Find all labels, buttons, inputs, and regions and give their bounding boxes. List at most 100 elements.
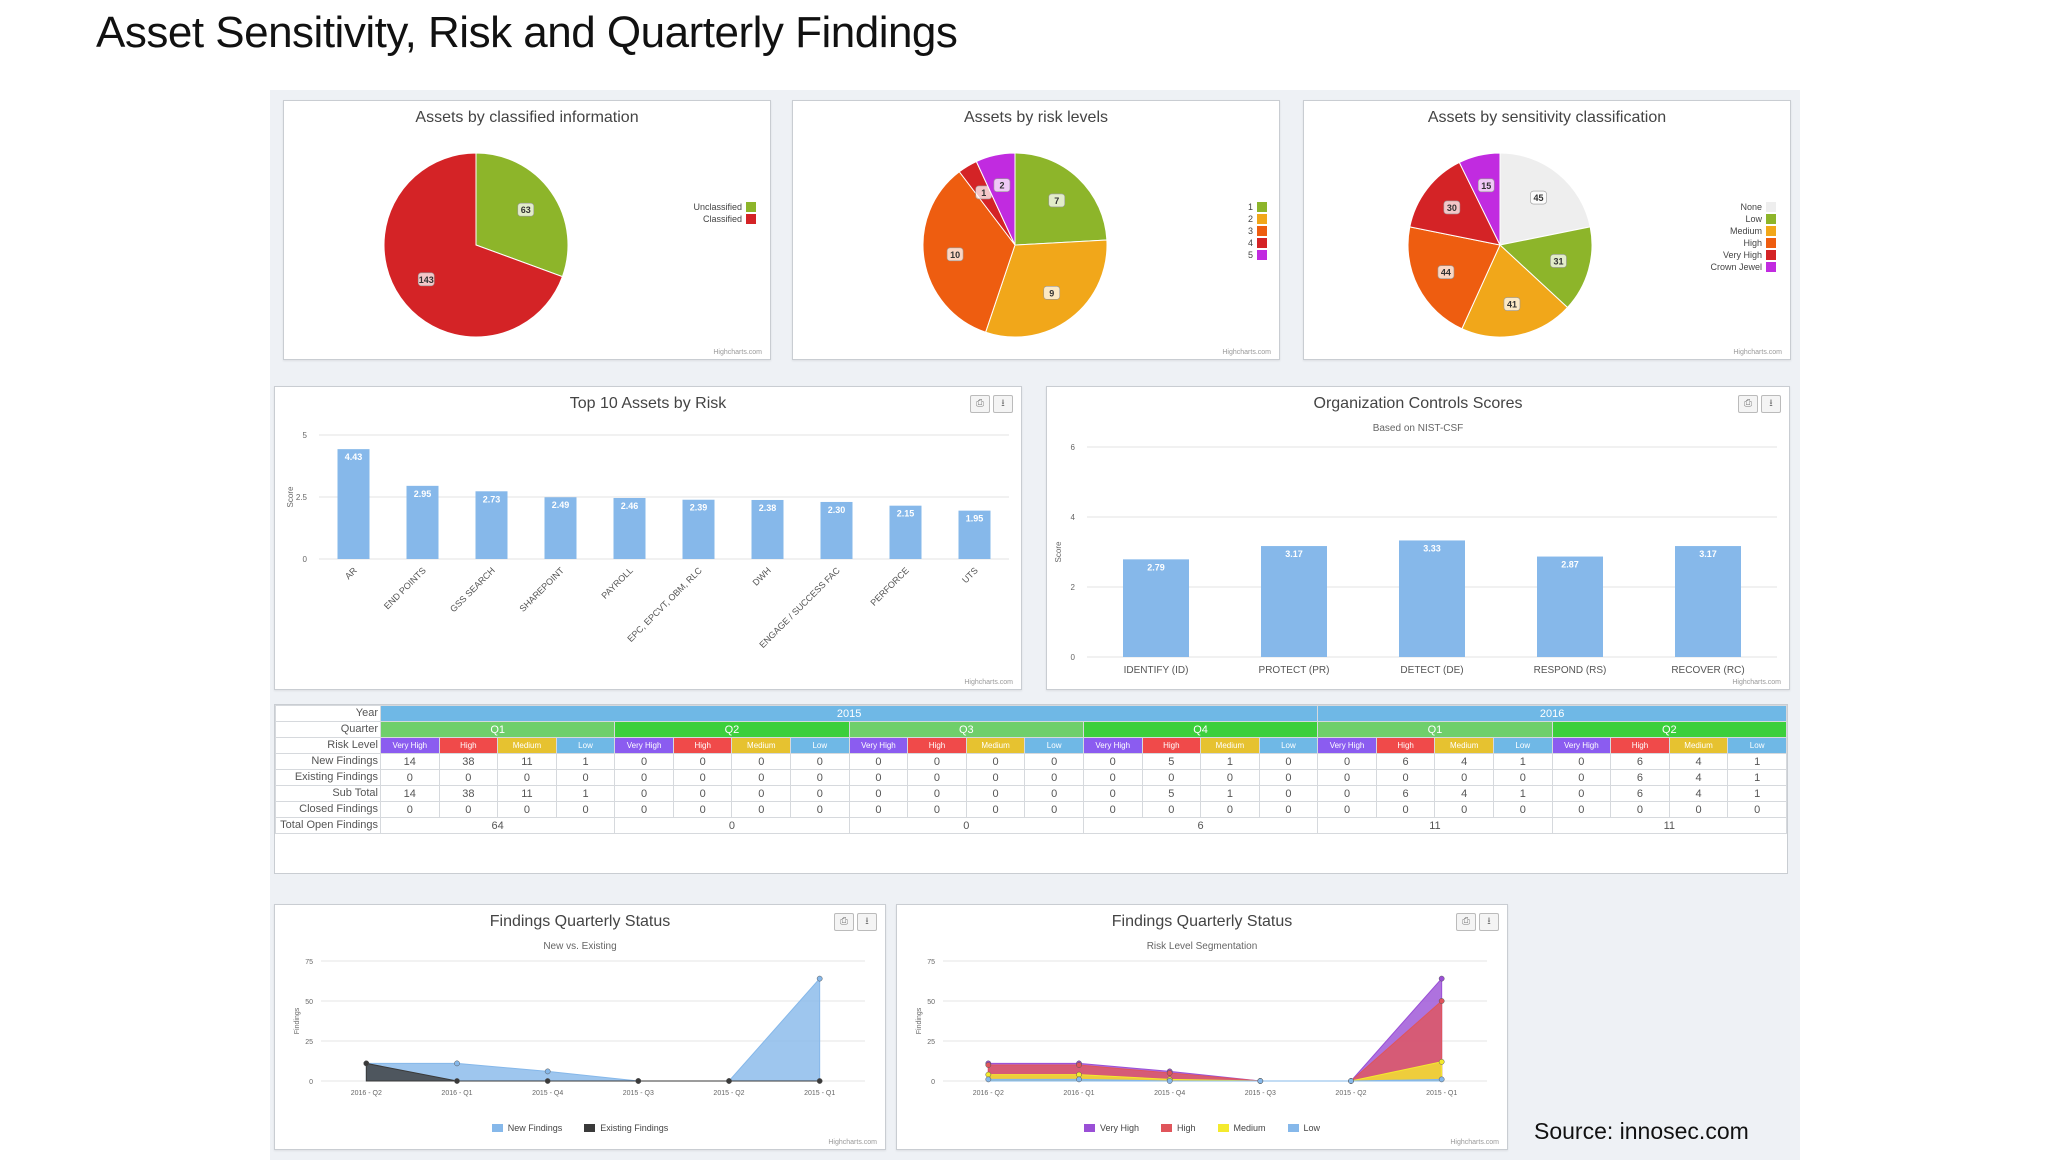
legend-label: None <box>1740 202 1762 212</box>
legend-item[interactable]: New Findings <box>491 1123 562 1133</box>
legend-item[interactable]: Classified <box>693 213 756 225</box>
area-point <box>985 1076 992 1083</box>
x-tick-label: 2015 - Q2 <box>1335 1090 1366 1097</box>
quarter-header: Q1 <box>1317 721 1553 738</box>
table-cell: 0 <box>1024 769 1084 786</box>
download-icon[interactable]: ⭳ <box>1479 913 1499 931</box>
pie-data-label: 41 <box>1507 300 1517 310</box>
print-icon[interactable]: ⎙ <box>1456 913 1476 931</box>
risk-level-header: High <box>672 737 733 754</box>
table-cell: 4 <box>1434 785 1494 802</box>
area-point <box>1076 1076 1082 1083</box>
row-label: Quarter <box>275 721 381 738</box>
download-icon[interactable]: ⭳ <box>1761 395 1781 413</box>
legend-item[interactable]: Low <box>1287 1123 1320 1133</box>
chart-credit: Highcharts.com <box>1450 1139 1499 1146</box>
legend-item[interactable]: Crown Jewel <box>1710 261 1776 273</box>
legend-swatch <box>1257 238 1267 248</box>
total-cell: 6 <box>1082 817 1319 834</box>
y-tick-label: 0 <box>309 1079 313 1086</box>
legend-swatch <box>746 214 756 224</box>
legend-item[interactable]: Medium <box>1710 225 1776 237</box>
table-cell: 0 <box>907 769 967 786</box>
legend-label: 4 <box>1247 238 1253 248</box>
table-cell: 0 <box>614 769 674 786</box>
table-cell: 5 <box>1141 785 1202 802</box>
closed-findings-row: Closed Findings 0 0 0 0 0 0 0 0 0 0 0 0 0 0 0 0 0 0 0 0 0 0 0 0 <box>275 801 1787 818</box>
area-legend-1: New Findings Existing Findings <box>275 1123 885 1133</box>
legend-item[interactable]: 4 <box>1248 237 1267 249</box>
top10-bar-chart: 0 2.5 5 Score 4.43 AR 2.95 END POINTS 2.73 GSS SE… <box>286 431 1009 650</box>
area-series <box>365 1062 820 1082</box>
risk-level-header: High <box>1610 737 1670 754</box>
legend-item[interactable]: Unclassified <box>693 201 756 213</box>
controls-bar-panel: Organization Controls Scores Based on NI… <box>1046 386 1790 690</box>
y-tick-label: 75 <box>927 959 935 966</box>
legend-item[interactable]: None <box>1710 201 1776 213</box>
table-cell: 0 <box>672 769 733 786</box>
legend-item[interactable]: High <box>1160 1123 1196 1133</box>
bar-data-label: 3.17 <box>1699 549 1717 559</box>
y-tick-label: 2.5 <box>296 493 308 502</box>
table-cell: 0 <box>790 753 850 770</box>
legend-swatch <box>1287 1124 1299 1132</box>
bar <box>406 485 439 559</box>
table-cell: 6 <box>1610 785 1670 802</box>
area-point <box>1166 1070 1173 1076</box>
legend-item[interactable]: 3 <box>1248 225 1267 237</box>
legend-item[interactable]: Low <box>1710 213 1776 225</box>
findings-status-risk-panel: Findings Quarterly Status Risk Level Seg… <box>896 904 1508 1150</box>
area-point <box>985 1071 992 1078</box>
legend-item[interactable]: 5 <box>1248 249 1267 261</box>
table-cell: 0 <box>1727 801 1787 818</box>
legend-item[interactable]: 2 <box>1248 213 1267 225</box>
print-icon[interactable]: ⎙ <box>834 913 854 931</box>
chart-credit: Highcharts.com <box>1732 679 1781 686</box>
x-tick-label: END POINTS <box>382 565 428 611</box>
x-tick-label: GSS SEARCH <box>448 565 497 614</box>
legend-label: Medium <box>1233 1123 1266 1133</box>
legend-swatch <box>1766 262 1776 272</box>
table-cell: 0 <box>1610 801 1670 818</box>
table-cell: 1 <box>1492 785 1553 802</box>
table-cell: 0 <box>555 769 616 786</box>
table-cell: 0 <box>1492 769 1553 786</box>
table-cell: 0 <box>790 801 850 818</box>
x-tick-label: 2015 - Q4 <box>532 1090 563 1097</box>
table-cell: 38 <box>438 785 499 802</box>
print-icon[interactable]: ⎙ <box>970 395 990 413</box>
legend-item[interactable]: Very High <box>1710 249 1776 261</box>
bar <box>337 449 370 559</box>
table-cell: 6 <box>1610 753 1670 770</box>
table-cell: 11 <box>497 785 557 802</box>
table-cell: 0 <box>965 769 1026 786</box>
table-cell: 1 <box>1727 753 1787 770</box>
table-cell: 0 <box>497 801 557 818</box>
legend-item[interactable]: High <box>1710 237 1776 249</box>
bar <box>613 497 646 559</box>
risk-levels-pie-panel: Assets by risk levels 7 9 10 1 2 1 2 3 4 5 Highc… <box>792 100 1280 360</box>
pie-label-box <box>1443 200 1461 215</box>
risk-level-header: Medium <box>731 737 792 754</box>
y-tick-label: 25 <box>927 1039 935 1046</box>
area-point <box>985 1062 992 1068</box>
bar-data-label: 1.95 <box>966 514 984 524</box>
sensitivity-pie-chart: 45 31 41 44 30 15 <box>1407 152 1593 338</box>
legend-item[interactable]: Medium <box>1217 1123 1266 1133</box>
y-tick-label: 50 <box>305 999 313 1006</box>
total-cell: 11 <box>1317 817 1553 834</box>
download-icon[interactable]: ⭳ <box>857 913 877 931</box>
legend-item[interactable]: Existing Findings <box>584 1123 668 1133</box>
pie-data-label: 9 <box>1049 288 1054 298</box>
quarter-header: Q3 <box>848 721 1084 738</box>
legend-item[interactable]: 1 <box>1248 201 1267 213</box>
bar-data-label: 2.38 <box>759 503 777 513</box>
area-point <box>363 1060 370 1067</box>
table-cell: 0 <box>380 801 440 818</box>
legend-item[interactable]: Very High <box>1083 1123 1139 1133</box>
print-icon[interactable]: ⎙ <box>1738 395 1758 413</box>
bar <box>751 499 784 559</box>
table-cell: 0 <box>614 785 674 802</box>
pie-label-box <box>1550 254 1567 268</box>
download-icon[interactable]: ⭳ <box>993 395 1013 413</box>
